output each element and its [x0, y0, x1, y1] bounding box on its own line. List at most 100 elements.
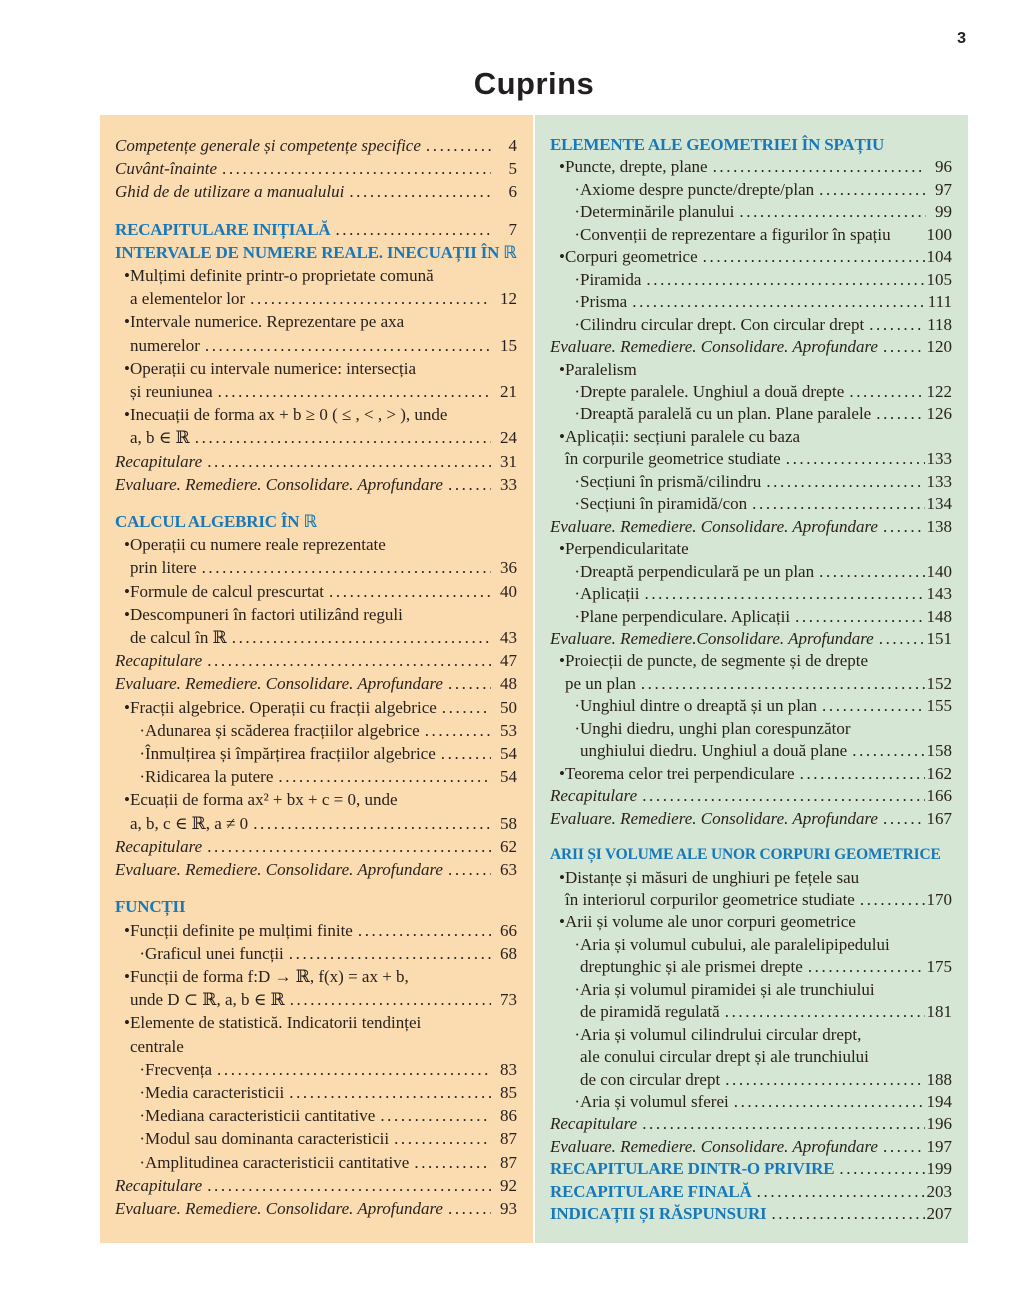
entry-text: Evaluare. Remediere. Consolidare. Aprofu…: [550, 337, 878, 357]
entry-page-number: 170: [926, 889, 953, 909]
dot-leader: [448, 672, 491, 695]
dot-leader: [883, 1136, 925, 1158]
dot-leader: [394, 1127, 491, 1150]
dot-leader: [289, 1081, 491, 1104]
entry-page-number: 73: [500, 990, 517, 1010]
toc-entry-line: •Corpuri geometrice 104: [550, 246, 952, 268]
section-spacer: [550, 830, 952, 844]
toc-entry-line: •Puncte, drepte, plane 96: [550, 156, 952, 178]
entry-page-number: 118: [927, 314, 952, 334]
toc-column-left: Competențe generale și competențe specif…: [100, 115, 533, 1243]
dot-leader: [766, 471, 924, 493]
toc-entry-line: · Adunarea și scăderea fracțiilor algebri…: [115, 719, 517, 742]
entry-text: Recapitulare: [550, 1114, 638, 1134]
middot-icon: ·: [574, 471, 580, 491]
entry-page-number: 68: [500, 943, 517, 963]
dot-leader: [808, 956, 925, 978]
toc-entry-line: Recapitulare 92: [115, 1174, 517, 1197]
toc-entry-line: • Mulțimi definite printr-o proprietate c…: [115, 264, 517, 287]
toc-entry-line: • Paralelism: [550, 359, 952, 381]
dot-leader: [358, 919, 491, 942]
toc-entry-line: centrale: [115, 1035, 517, 1058]
toc-entry-line: Evaluare. Remediere. Consolidare. Aprofu…: [115, 672, 517, 695]
toc-entry-line: •Funcții definite pe mulțimi finite 66: [115, 919, 517, 942]
entry-page-number: 4: [508, 136, 518, 155]
dot-leader: [852, 740, 924, 762]
dot-leader: [641, 673, 925, 695]
entry-text: Funcții de forma f:D → ℝ, f(x) = ax + b,: [130, 966, 409, 986]
entry-page-number: 99: [935, 202, 952, 222]
entry-text: Arii și volume ale unor corpuri geometri…: [565, 912, 856, 932]
entry-text: Plane perpendiculare. Aplicații: [580, 606, 791, 626]
entry-text: de con circular drept: [580, 1069, 721, 1089]
entry-text: Distanțe și măsuri de unghiuri pe fețele…: [565, 867, 860, 887]
middot-icon: ·: [574, 224, 580, 244]
bullet-icon: •: [124, 358, 130, 378]
entry-page-number: 63: [500, 860, 517, 880]
toc-entry-line: Cuvânt-înainte 5: [115, 157, 517, 180]
bullet-icon: •: [559, 867, 565, 887]
toc-entry-line: • Distanțe și măsuri de unghiuri pe fețel…: [550, 867, 952, 889]
bullet-icon: •: [559, 359, 565, 379]
toc-entry-line: prin litere 36: [115, 556, 517, 579]
middot-icon: ·: [139, 1059, 145, 1079]
entry-page-number: 50: [500, 697, 517, 717]
entry-page-number: 48: [500, 674, 517, 694]
bullet-icon: •: [124, 697, 130, 717]
toc-entry-line: ·Piramida 105: [550, 269, 952, 291]
bullet-icon: •: [559, 651, 565, 671]
entry-page-number: 87: [500, 1129, 517, 1149]
dot-leader: [795, 606, 924, 628]
middot-icon: ·: [574, 269, 580, 289]
entry-page-number: 83: [500, 1059, 517, 1079]
toc-entry-line: ·Aria și volumul sferei 194: [550, 1091, 952, 1113]
toc-entry-line: unghiului diedru. Unghiul a două plane 15…: [550, 740, 952, 762]
dot-leader: [739, 201, 926, 223]
entry-text: Evaluare. Remediere.Consolidare. Aprofun…: [550, 628, 874, 648]
entry-text: dreptunghic și ale prismei drepte: [580, 957, 803, 977]
entry-text: Paralelism: [565, 359, 637, 379]
dot-leader: [819, 561, 924, 583]
entry-page-number: 15: [500, 335, 517, 355]
entry-page-number: 62: [500, 836, 517, 856]
toc-entry-line: ·Mediana caracteristicii cantitative 86: [115, 1104, 517, 1127]
dot-leader: [207, 835, 491, 858]
dot-leader: [713, 156, 926, 178]
toc-entry-line: · Aria și volumul piramidei și ale trunch…: [550, 979, 952, 1001]
dot-leader: [207, 450, 491, 473]
dot-leader: [839, 1158, 924, 1180]
entry-text: Teorema celor trei perpendiculare: [565, 763, 795, 783]
dot-leader: [703, 246, 925, 268]
toc-entry-line: ELEMENTE ALE GEOMETRIEI ÎN SPAȚIU: [550, 134, 952, 156]
entry-text: Evaluare. Remediere. Consolidare. Aprofu…: [550, 808, 878, 828]
dot-leader: [442, 696, 491, 719]
entry-page-number: 21: [500, 382, 517, 402]
middot-icon: ·: [574, 979, 580, 999]
toc-entry-line: FUNCȚII: [115, 895, 517, 918]
toc-entry-line: · Amplitudinea caracteristicii cantitativ…: [115, 1151, 517, 1174]
entry-text: numerelor: [130, 335, 200, 355]
entry-page-number: 104: [926, 247, 953, 267]
dot-leader: [253, 812, 491, 835]
toc-entry-line: • Fracții algebrice. Operații cu fracții …: [115, 696, 517, 719]
toc-entry-line: Evaluare. Remediere. Consolidare. Aprofu…: [550, 336, 952, 358]
entry-page-number: 111: [927, 292, 952, 312]
entry-text: a, b ∈ ℝ: [130, 428, 190, 448]
toc-entry-line: Ghid de de utilizare a manualului 6: [115, 180, 517, 203]
entry-page-number: 96: [935, 157, 952, 177]
toc-entry-line: · Aria și volumul cubului, ale paralelipi…: [550, 934, 952, 956]
dot-leader: [869, 314, 925, 336]
bullet-icon: •: [124, 266, 130, 286]
middot-icon: ·: [574, 696, 580, 716]
dot-leader: [448, 473, 491, 496]
entry-page-number: 53: [500, 720, 517, 740]
toc-entry-line: ·Frecvența 83: [115, 1058, 517, 1081]
entry-text: unde D ⊂ ℝ, a, b ∈ ℝ: [130, 990, 285, 1010]
middot-icon: ·: [574, 404, 580, 424]
dot-leader: [849, 381, 924, 403]
dot-leader: [217, 1058, 491, 1081]
toc-entry-line: ·Unghiul dintre o dreaptă și un plan 155: [550, 695, 952, 717]
dot-leader: [426, 134, 491, 157]
entry-text: Secțiuni în piramidă/con: [580, 494, 748, 514]
entry-page-number: 40: [500, 581, 517, 601]
